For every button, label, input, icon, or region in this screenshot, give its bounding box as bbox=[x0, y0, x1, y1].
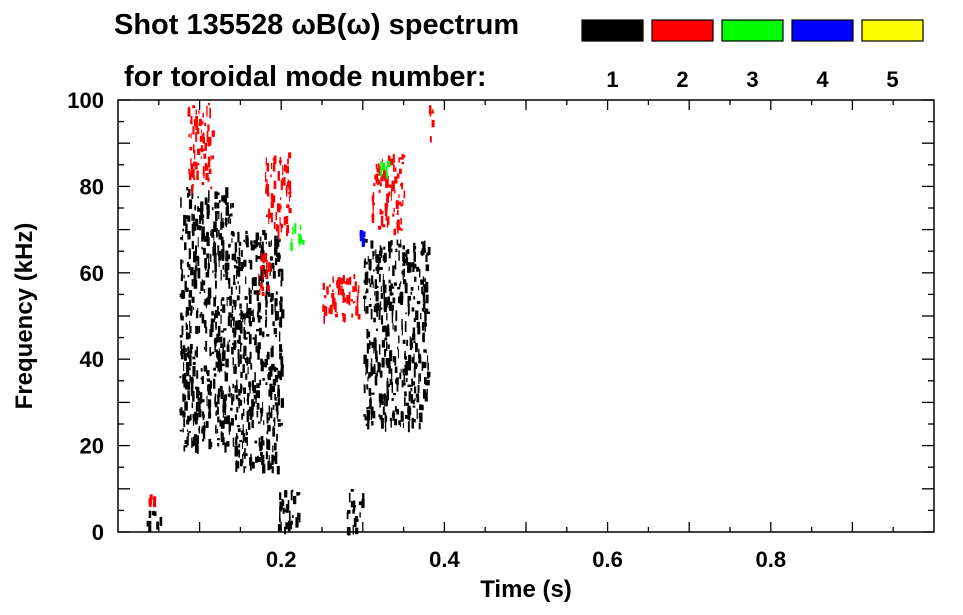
y-axis-label: Frequency (kHz) bbox=[11, 223, 38, 410]
x-tick-label: 0.8 bbox=[756, 547, 787, 572]
plot-area bbox=[117, 99, 935, 533]
region-mode-1 bbox=[363, 238, 431, 433]
region-mode-1 bbox=[146, 510, 163, 532]
chart-title-line2: for toroidal mode number: bbox=[124, 61, 487, 93]
region-mode-2 bbox=[187, 102, 215, 194]
region-mode-1 bbox=[277, 489, 301, 535]
y-tick-label: 100 bbox=[67, 88, 104, 113]
axis-ticks: 0.2 0.4 0.6 0.8 0 20 40 60 80 100 bbox=[67, 88, 934, 572]
y-tick-label: 60 bbox=[80, 261, 104, 286]
legend: 1 2 3 4 5 bbox=[581, 19, 924, 92]
y-tick-label: 0 bbox=[92, 520, 104, 545]
legend-swatch-mode-1 bbox=[581, 19, 644, 42]
region-mode-2 bbox=[265, 152, 292, 241]
region-mode-3 bbox=[379, 161, 391, 180]
legend-swatch-mode-2 bbox=[651, 19, 714, 42]
region-mode-1 bbox=[346, 489, 365, 536]
x-axis-label: Time (s) bbox=[480, 576, 572, 603]
region-mode-1 bbox=[179, 187, 236, 454]
legend-label-mode-2: 2 bbox=[676, 67, 688, 92]
y-tick-label: 20 bbox=[80, 434, 104, 459]
y-tick-label: 40 bbox=[80, 347, 104, 372]
x-tick-label: 0.6 bbox=[592, 547, 623, 572]
region-mode-2 bbox=[428, 105, 435, 143]
legend-label-mode-1: 1 bbox=[606, 67, 618, 92]
region-mode-2 bbox=[371, 153, 406, 236]
legend-swatch-mode-5 bbox=[861, 19, 924, 42]
chart-title-line1: Shot 135528 ωB(ω) spectrum bbox=[114, 9, 519, 41]
region-mode-2 bbox=[258, 252, 272, 297]
x-tick-label: 0.2 bbox=[266, 547, 297, 572]
legend-label-mode-3: 3 bbox=[746, 67, 758, 92]
region-mode-2 bbox=[322, 274, 361, 324]
x-tick-label: 0.4 bbox=[429, 547, 460, 572]
region-mode-1 bbox=[232, 229, 285, 475]
spectrum-data bbox=[146, 102, 435, 536]
legend-swatch-mode-3 bbox=[721, 19, 784, 42]
region-mode-2 bbox=[148, 494, 157, 508]
legend-swatch-mode-4 bbox=[791, 19, 854, 42]
y-tick-label: 80 bbox=[80, 174, 104, 199]
legend-label-mode-5: 5 bbox=[886, 67, 898, 92]
region-mode-4 bbox=[359, 230, 366, 247]
legend-label-mode-4: 4 bbox=[816, 67, 829, 92]
region-mode-3 bbox=[290, 223, 305, 251]
